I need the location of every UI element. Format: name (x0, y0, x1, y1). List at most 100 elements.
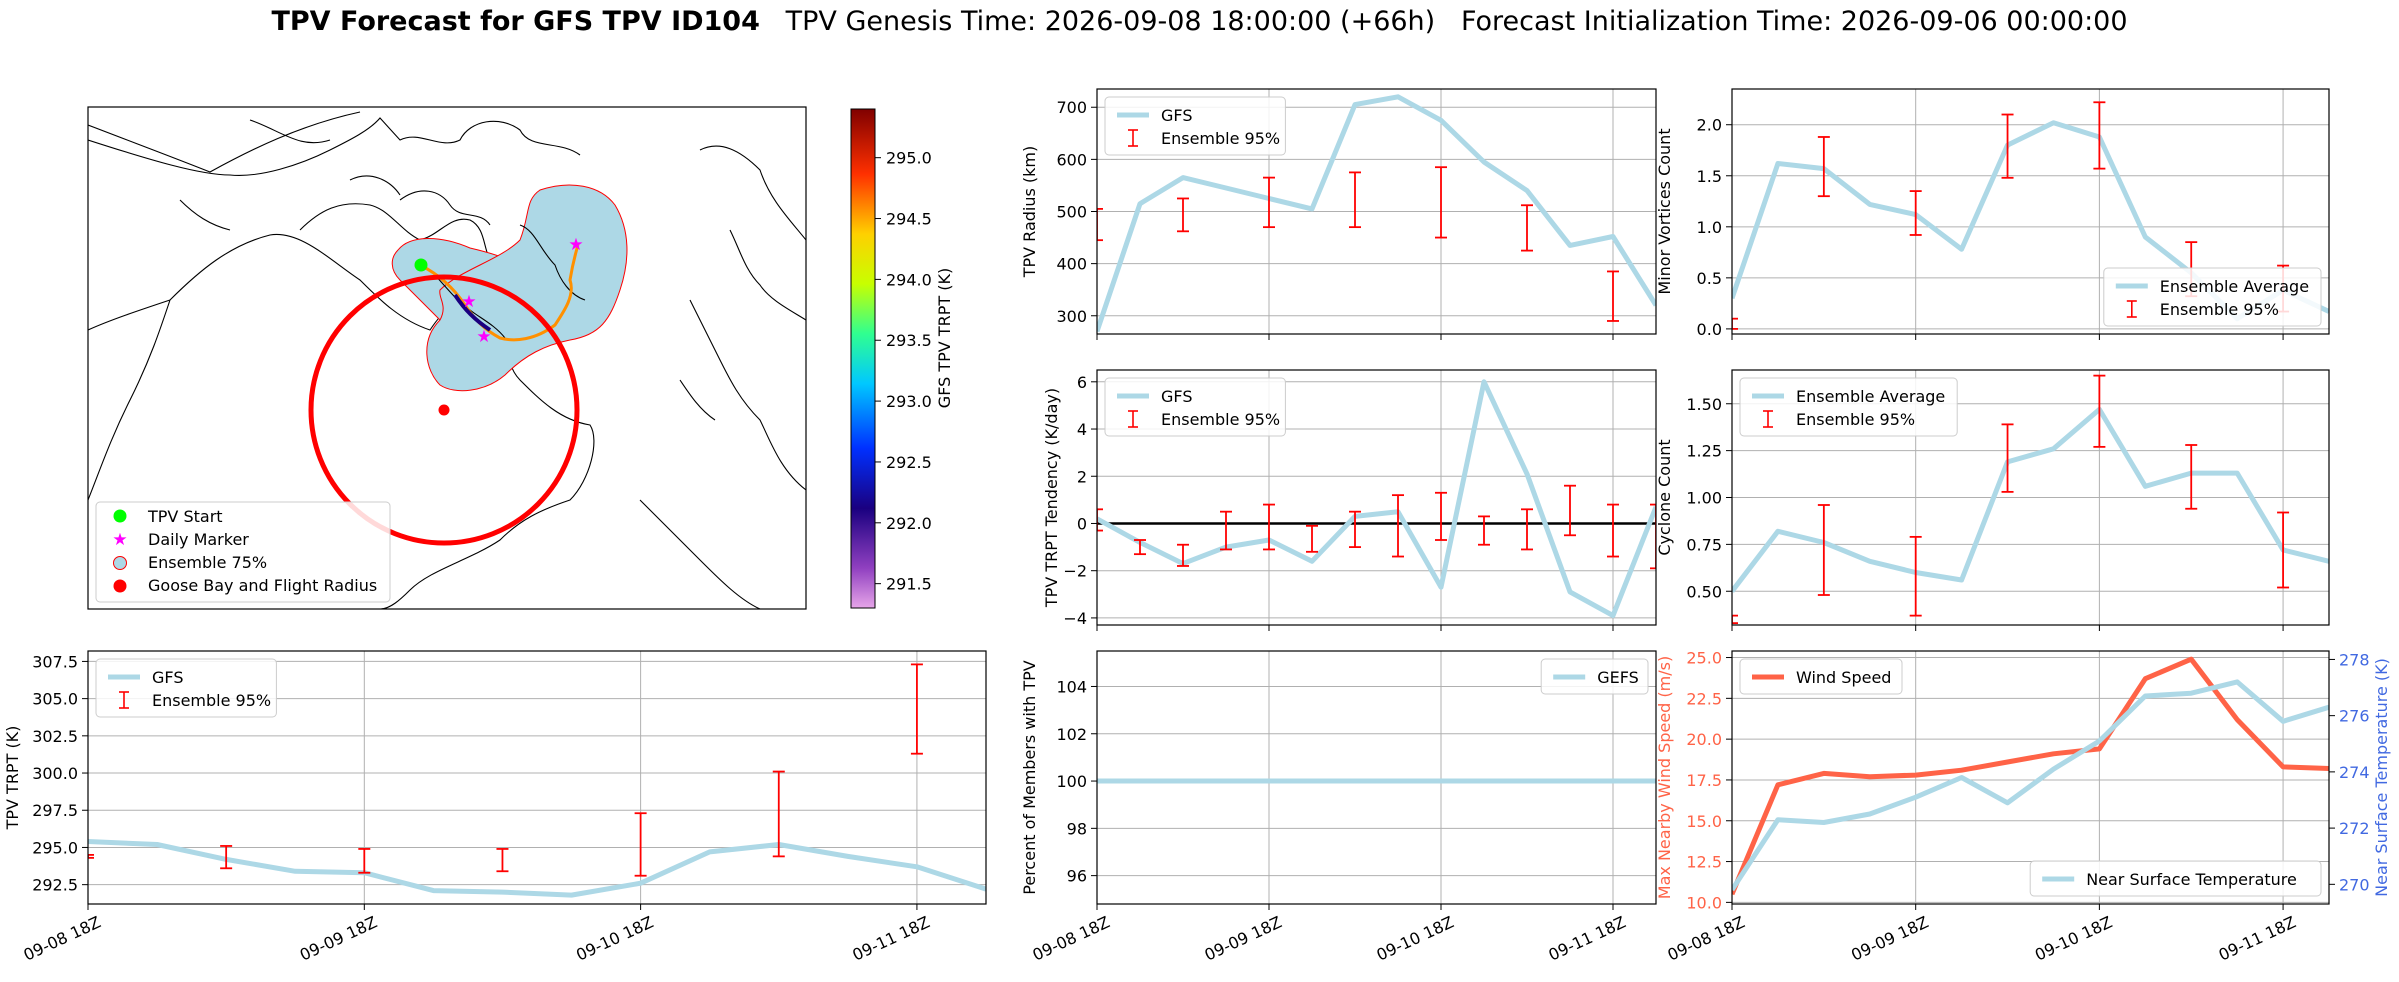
figure-title-main: TPV Forecast for GFS TPV ID104 (271, 6, 760, 37)
y-tick-label: 25.0 (1686, 649, 1722, 668)
y-tick-label: 600 (1056, 150, 1087, 169)
legend-frame (1104, 96, 1286, 156)
chart-trpt: 292.5 295.0 297.5 300.0 302.5 305.0 307.5 TPV T… (3, 650, 987, 965)
y-tick-label: 1.00 (1686, 489, 1722, 508)
chart-tendency: −4 −2 0 2 4 6 TPV TRPT Tendency (K/day) GFS Ense… (1042, 369, 1657, 631)
errorbar (2185, 444, 2198, 510)
figure-title-genesis: TPV Genesis Time: 2026-09-08 18:00:00 (+… (785, 6, 1436, 37)
legend: GFS Ensemble 95% (1104, 96, 1286, 156)
errorbar (2001, 113, 2014, 179)
y-tick-label: 10.0 (1686, 893, 1722, 912)
series-line-ensemble-average (1732, 406, 2329, 593)
x-tick-label: 09-08 18Z (1665, 912, 1748, 964)
colorbar-tick-label: 293.5 (886, 331, 932, 350)
errorbar (2001, 423, 2014, 493)
y-tick-label: 302.5 (32, 727, 78, 746)
colorbar-tick-label: 293.0 (886, 392, 932, 411)
x-tick-label: 09-11 18Z (849, 912, 932, 964)
map-legend-goose-bay: Goose Bay and Flight Radius (148, 576, 377, 595)
errorbar (1392, 494, 1404, 558)
errorbar (772, 770, 785, 858)
errorbar (1177, 197, 1189, 233)
errorbar (1732, 317, 1738, 330)
figure-title: TPV Forecast for GFS TPV ID104 TPV Genes… (0, 6, 2399, 37)
x-tick-label: 09-10 18Z (2032, 912, 2115, 964)
errorbar (1650, 503, 1656, 570)
legend-label: Ensemble 95% (1796, 410, 1915, 429)
y-tick-label: 400 (1056, 255, 1087, 274)
plot-frame (1096, 369, 1657, 626)
legend-frame (1104, 377, 1286, 437)
map-panel: ★ ★ ★ ★ TPV Start Daily Marker Ensemble … (87, 106, 954, 610)
errorbar (1817, 504, 1830, 596)
errorbar (1097, 207, 1103, 242)
colorbar-tick-label: 291.5 (886, 575, 932, 594)
legend-frame (2029, 860, 2322, 897)
x-tick-label: 09-11 18Z (1546, 912, 1629, 964)
x-tick-label: 09-09 18Z (1848, 912, 1931, 964)
y-tick-label: 102 (1056, 725, 1087, 744)
map-legend-tpv-start: TPV Start (147, 507, 223, 526)
x-tick-label: 09-10 18Z (1374, 912, 1457, 964)
plot-frame (1096, 88, 1657, 335)
plot-frame (1096, 650, 1657, 905)
map-legend: ★ TPV Start Daily Marker Ensemble 75% Go… (95, 501, 391, 603)
legend: Ensemble Average Ensemble 95% (1739, 377, 1958, 437)
colorbar-tick-label: 292.5 (886, 453, 932, 472)
colorbar-label: GFS TPV TRPT (K) (935, 268, 954, 408)
legend: GEFS (1540, 658, 1649, 695)
series-line-gfs (1097, 379, 1656, 619)
errorbar (1564, 484, 1576, 537)
plot-frame (87, 650, 987, 905)
y-tick-label: 22.5 (1686, 689, 1722, 708)
plot-frame (1731, 650, 2330, 905)
y-axis-label: Percent of Members with TPV (1020, 660, 1039, 894)
legend-label: Ensemble 95% (1161, 129, 1280, 148)
chart-cyclone: 0.50 0.75 1.00 1.25 1.50 Cyclone Count Ensembl… (1655, 369, 2330, 631)
y-tick-label: 6 (1077, 373, 1087, 392)
x-tick-label: 09-09 18Z (1202, 912, 1285, 964)
x-tick-label: 09-08 18Z (1030, 912, 1113, 964)
colorbar-tick-label: 294.5 (886, 210, 932, 229)
y-axis-label: TPV TRPT (K) (3, 726, 22, 831)
y-tick-label: 1.5 (1697, 167, 1722, 186)
errorbar (1435, 491, 1447, 541)
y-tick-label: 292.5 (32, 876, 78, 895)
y-tick-label: −4 (1063, 609, 1087, 628)
legend-label: Ensemble 95% (1161, 410, 1280, 429)
map-coastlines (88, 111, 806, 609)
y-tick-label: 307.5 (32, 652, 78, 671)
y-axis-label: Max Nearby Wind Speed (m/s) (1655, 656, 1674, 899)
y-tick-label: 300.0 (32, 764, 78, 783)
y-tick-label: 2 (1077, 467, 1087, 486)
x-tick-label: 09-09 18Z (297, 912, 380, 964)
legend-label: GFS (152, 668, 183, 687)
legend-label: GFS (1161, 387, 1192, 406)
chart-percent_members: 96 98 100 102 104 Percent of Members with TPV… (1020, 650, 1657, 965)
errorbar (1263, 503, 1275, 551)
legend: GFS Ensemble 95% (1104, 377, 1286, 437)
y-tick-label: 300 (1056, 307, 1087, 326)
y-right-tick-label: 274 (2339, 763, 2370, 782)
y-tick-label: 96 (1067, 867, 1087, 886)
legend-label: Ensemble 95% (2160, 300, 2279, 319)
series-line-near-surface-temperature (1732, 679, 2329, 892)
svg-text:★: ★ (112, 530, 127, 550)
y-tick-label: 0.50 (1686, 582, 1722, 601)
tpv-start-marker (414, 258, 428, 272)
y-tick-label: 17.5 (1686, 771, 1722, 790)
figure-title-init: Forecast Initialization Time: 2026-09-06… (1460, 6, 2128, 37)
colorbar: 295.0 294.5 294.0 293.5 293.0 292.5 292.0 291.5… (850, 108, 954, 609)
daily-marker-1: ★ (461, 292, 476, 312)
legend-frame (1739, 658, 1903, 695)
colorbar-tick-label: 294.0 (886, 270, 932, 289)
errorbar (1306, 524, 1318, 553)
y-tick-label: 1.50 (1686, 395, 1722, 414)
y-tick-label: 1.25 (1686, 442, 1722, 461)
y-tick-label: 700 (1056, 98, 1087, 117)
y-tick-label: 0.5 (1697, 269, 1722, 288)
y-right-tick-label: 278 (2339, 650, 2370, 669)
errorbar (1607, 270, 1619, 322)
x-tick-label: 09-10 18Z (573, 912, 656, 964)
